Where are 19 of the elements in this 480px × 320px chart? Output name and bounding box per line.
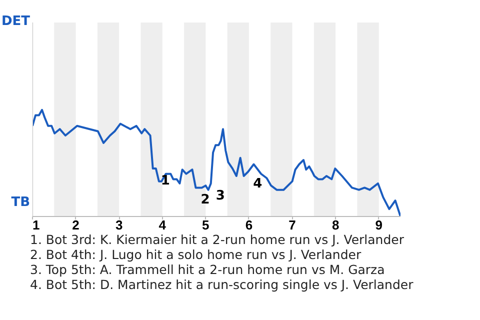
text: DET <box>1 14 30 30</box>
x-tick-label: 2 <box>72 218 80 232</box>
x-tick-label: 9 <box>375 218 382 232</box>
text: 3. Top 5th: A. Trammell hit a 2-run home run vs M. Garza <box>30 262 385 277</box>
x-tick-label: 7 <box>288 218 296 232</box>
annotation: 3 <box>216 188 225 204</box>
x-tick-label: 6 <box>245 218 253 232</box>
x-tick-label: 5 <box>202 218 210 232</box>
x-tick-label: 3 <box>115 218 123 232</box>
text: 2. Bot 4th: J. Lugo hit a solo home run vs J. Verlander <box>30 247 362 262</box>
annotation: 1 <box>160 174 170 189</box>
text: 1. Bot 3rd: K. Kiermaier hit a 2-run home run vs J. Verlander <box>30 232 404 247</box>
x-tick-label: 1 <box>32 218 40 232</box>
x-tick-label: 4 <box>158 218 167 232</box>
text: TB <box>11 195 30 211</box>
x-tick-label: 8 <box>332 218 340 232</box>
text: 4. Bot 5th: D. Martinez hit a run-scoring single vs J. Verlander <box>30 277 414 292</box>
annotation: 2 <box>200 192 210 208</box>
annotation: 4 <box>253 176 262 192</box>
